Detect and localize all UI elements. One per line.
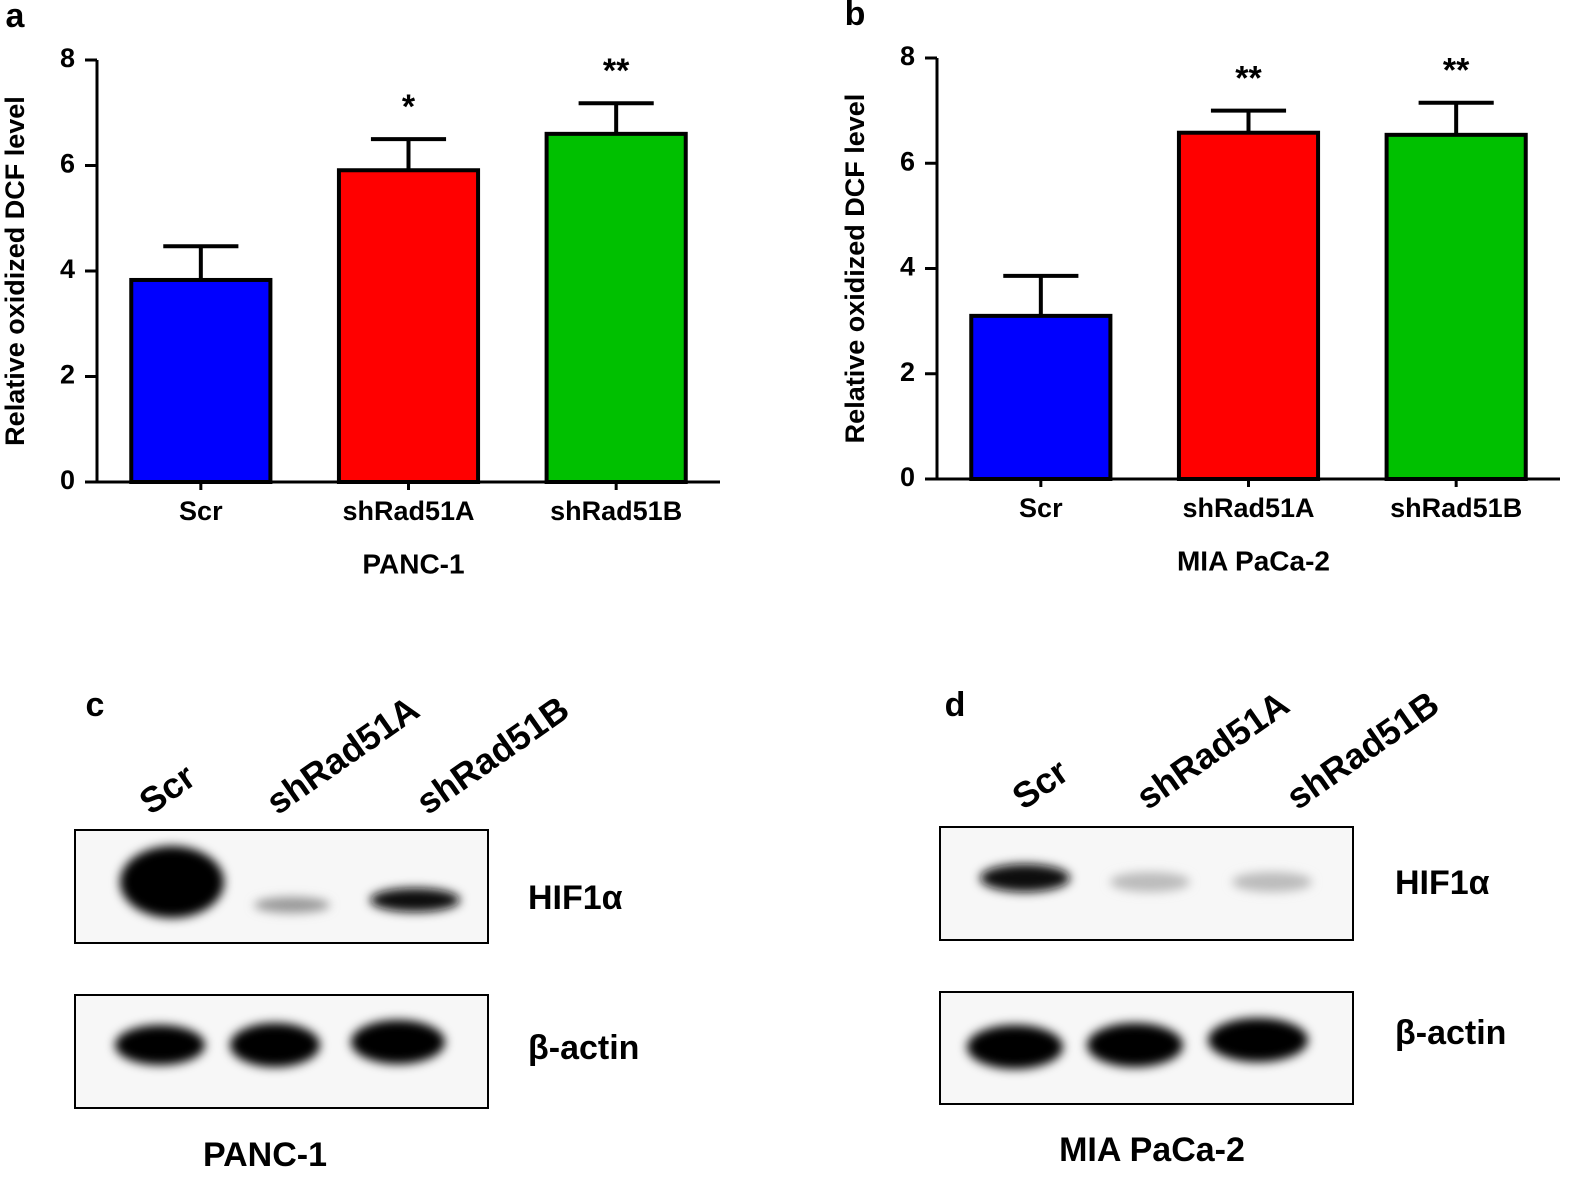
y-tick-label: 2 (900, 357, 915, 387)
y-tick-label: 6 (900, 146, 915, 176)
x-tick-label: shRad51A (1182, 493, 1314, 523)
bar (336, 168, 481, 484)
y-tick-label: 2 (60, 360, 75, 390)
x-tick-label: Scr (1019, 493, 1063, 523)
x-tick-label: shRad51B (550, 496, 682, 526)
y-tick-label: 0 (900, 462, 915, 492)
bar (1176, 130, 1321, 481)
bar (544, 131, 688, 484)
lane-label: shRad51B (1279, 683, 1447, 818)
cell-line: MIA PaCa-2 (1059, 1131, 1245, 1169)
significance: ** (1235, 60, 1262, 98)
blot (939, 826, 1354, 941)
bar (969, 313, 1113, 481)
y-tick-label: 6 (60, 149, 75, 179)
band-label: HIF1α (1395, 864, 1490, 902)
lane-label: Scr (1005, 750, 1076, 817)
panel-letter: c (86, 686, 105, 724)
band-label: β-actin (528, 1029, 639, 1067)
blot (74, 829, 489, 944)
y-tick-label: 8 (900, 41, 915, 71)
y-axis-label: Relative oxidized DCF level (840, 94, 870, 444)
significance: ** (1443, 52, 1470, 90)
band-label: β-actin (1395, 1014, 1506, 1052)
blot (939, 991, 1354, 1105)
bar (129, 277, 273, 484)
x-tick-label: Scr (179, 496, 223, 526)
y-axis-label: Relative oxidized DCF level (0, 96, 30, 446)
blot (74, 994, 489, 1109)
bar (1384, 132, 1528, 482)
panel-letter: a (6, 0, 26, 35)
cell-line: PANC-1 (203, 1136, 327, 1174)
x-tick-label: shRad51A (342, 496, 474, 526)
lane-label: Scr (132, 755, 203, 822)
y-tick-label: 4 (900, 252, 915, 282)
x-tick-label: shRad51B (1390, 493, 1522, 523)
y-tick-label: 4 (60, 254, 75, 284)
x-axis-label: PANC-1 (362, 548, 464, 579)
x-axis-label: MIA PaCa-2 (1177, 545, 1330, 576)
y-tick-label: 8 (60, 43, 75, 73)
panel-letter: b (845, 0, 866, 33)
panel-letter: d (945, 686, 966, 724)
lane-label: shRad51A (259, 688, 427, 823)
lane-label: shRad51B (409, 688, 577, 823)
y-tick-label: 0 (60, 465, 75, 495)
significance: ** (603, 52, 630, 90)
lane-label: shRad51A (1129, 683, 1297, 818)
significance: * (402, 88, 416, 126)
band-label: HIF1α (528, 879, 623, 917)
